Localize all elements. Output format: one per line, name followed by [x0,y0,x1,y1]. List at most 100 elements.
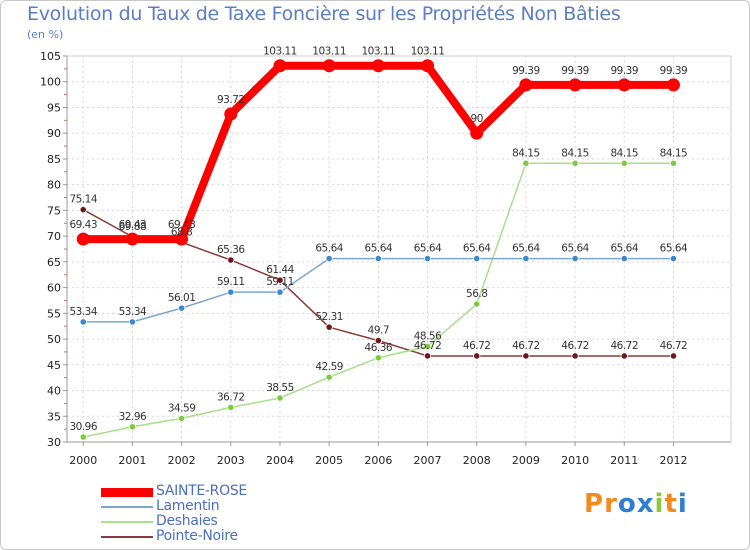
y-tick-label: 60 [47,282,61,295]
data-point [421,59,435,73]
logo-letter: x [636,489,655,519]
data-point [325,254,333,263]
chart-title: Evolution du Taux de Taxe Foncière sur l… [27,3,621,25]
data-label: 84.15 [660,147,688,159]
data-point [374,254,382,263]
data-label: 103.11 [312,46,346,58]
data-label: 65.64 [660,243,688,255]
logo-letter: i [654,489,665,519]
data-point [522,352,530,360]
line-chart: 30 35 40 45 50 55 60 65 70 75 80 85 90 95 100 105 2000 20… [40,46,732,467]
data-label: 103.11 [263,46,297,58]
data-label: 68.8 [171,226,192,238]
data-point [571,159,579,167]
data-point [79,433,87,441]
data-point [522,254,530,263]
data-label: 46.72 [561,340,589,352]
grid [67,55,731,443]
chart-subtitle: (en %) [27,28,64,41]
data-label: 34.59 [168,402,196,414]
proxiti-logo: Proxiti [584,489,688,519]
data-label: 90 [471,113,483,125]
data-label: 42.59 [315,361,343,373]
data-label: 59.11 [217,276,245,288]
series-deshaies [79,159,678,441]
data-point [276,394,284,402]
x-tick-label: 2011 [610,454,638,467]
logo-letter: i [677,489,688,519]
data-label: 46.72 [610,340,638,352]
legend-swatch [101,506,153,508]
data-point [669,254,678,263]
data-label: 99.39 [610,65,638,77]
y-tick-label: 50 [47,333,61,346]
data-label: 69.43 [69,219,97,231]
y-tick-label: 95 [47,101,61,114]
data-label: 32.96 [119,411,147,423]
data-point [374,354,382,362]
legend-label: SAINTE-ROSE [156,483,247,499]
data-label: 30.96 [69,421,97,433]
data-label: 99.39 [512,65,540,77]
x-tick-label: 2010 [561,454,589,467]
legend-swatch [101,487,153,497]
plot-area [67,56,731,442]
x-tick-label: 2005 [315,454,343,467]
data-label: 84.15 [512,147,540,159]
data-label: 99.39 [660,65,688,77]
data-point [470,126,484,140]
data-label: 65.64 [315,243,343,255]
data-point [620,254,628,263]
data-label: 65.64 [414,243,442,255]
data-point [79,318,87,326]
x-tick-label: 2003 [217,454,245,467]
data-label: 49.7 [368,325,389,337]
data-label: 56.8 [466,288,487,300]
y-tick-label: 75 [47,204,61,217]
data-point [128,318,137,326]
data-point [276,288,284,296]
data-point [666,78,680,92]
data-point [669,352,678,360]
series-group [76,59,680,441]
legend-swatch [101,521,153,523]
data-point [128,423,137,431]
y-tick-label: 85 [47,153,61,166]
data-label: 36.72 [217,391,245,403]
data-label: 65.64 [365,243,393,255]
data-label: 65.64 [463,243,491,255]
data-point [473,352,481,360]
data-point [79,206,87,214]
x-tick-label: 2007 [414,454,442,467]
data-point [175,232,189,246]
y-tick-label: 55 [47,307,61,320]
y-tick-label: 45 [47,359,61,372]
data-point [571,352,579,360]
data-point [325,373,333,381]
data-label: 69.43 [168,219,196,231]
data-label: 61.44 [266,264,294,276]
data-label: 93.72 [217,94,245,106]
data-point [125,232,139,246]
logo-letter: r [604,489,618,519]
data-point [276,276,284,284]
x-tick-label: 2002 [168,454,196,467]
data-point [473,300,481,308]
legend-label: Lamentin [156,498,220,514]
data-point [371,59,385,73]
axes: 30 35 40 45 50 55 60 65 70 75 80 85 90 95 100 105 2000 20… [40,50,732,467]
series-lamentin [79,254,678,326]
data-point [617,78,631,92]
data-label: 46.36 [365,342,393,354]
data-label: 84.15 [610,147,638,159]
data-label: 48.56 [414,330,442,342]
data-label: 53.34 [119,306,147,318]
logo-letter: t [664,489,678,519]
x-tick-label: 2001 [118,454,146,467]
data-point [519,78,533,92]
data-point [227,256,235,264]
x-tick-label: 2012 [659,454,687,467]
data-label: 84.15 [561,147,589,159]
data-label: 103.11 [361,46,395,58]
